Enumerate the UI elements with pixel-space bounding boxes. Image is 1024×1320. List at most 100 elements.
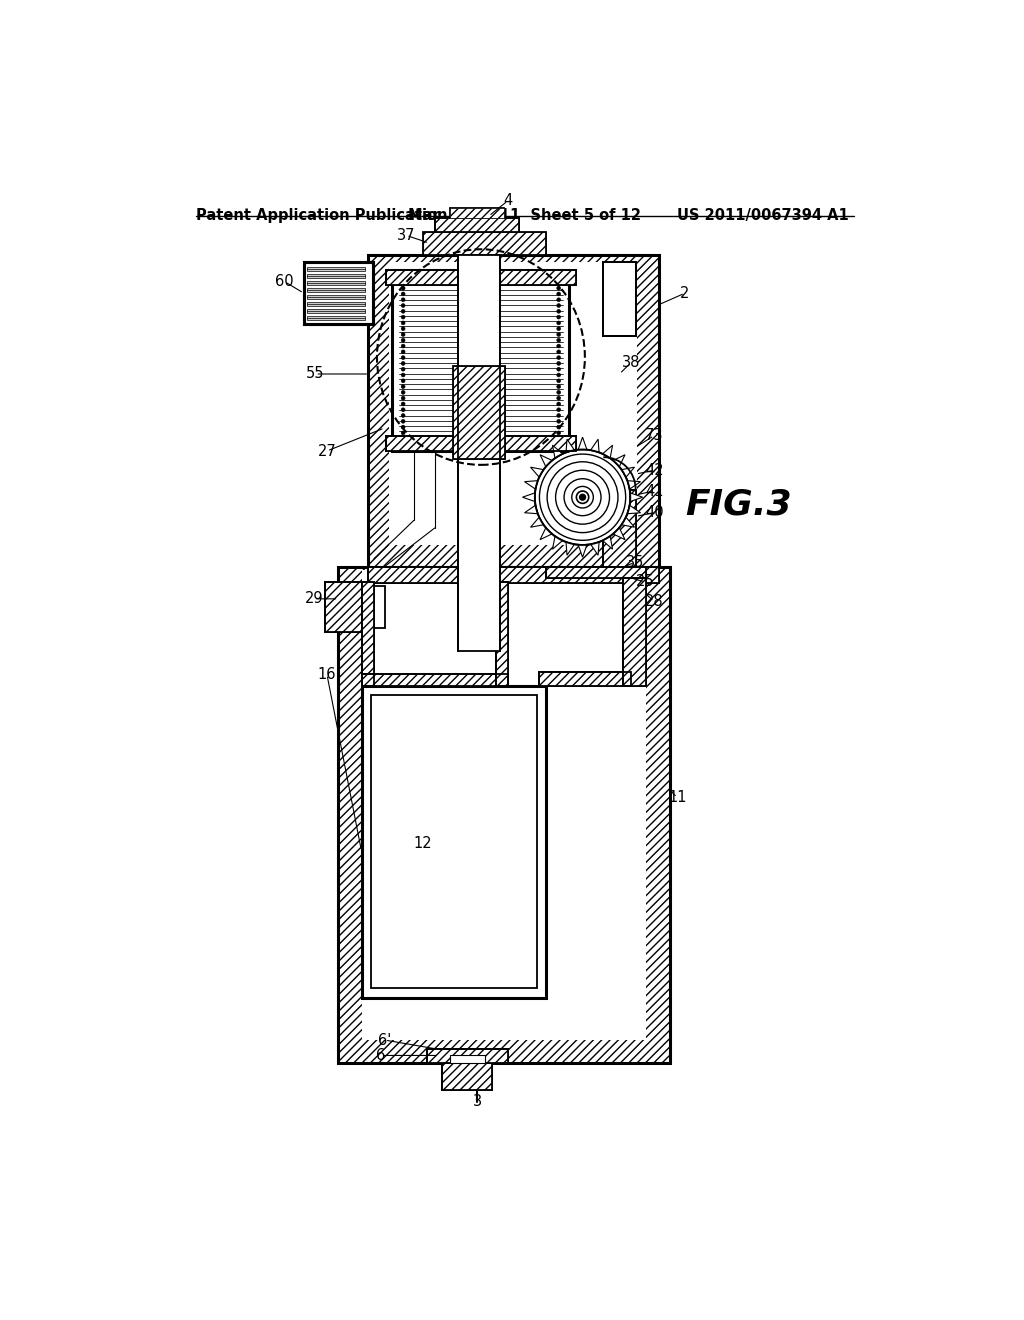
Circle shape: [401, 355, 406, 359]
Bar: [454, 367, 505, 459]
Bar: [624, 578, 646, 686]
Bar: [307, 309, 365, 313]
Bar: [539, 672, 631, 686]
Bar: [603, 263, 636, 335]
Bar: [392, 271, 569, 451]
Bar: [442, 1063, 493, 1090]
Bar: [386, 271, 575, 285]
Text: 27: 27: [317, 444, 336, 458]
Text: 42: 42: [645, 463, 664, 478]
Bar: [547, 566, 646, 578]
Bar: [361, 673, 508, 686]
Circle shape: [401, 280, 406, 284]
Circle shape: [401, 408, 406, 412]
Bar: [442, 1063, 493, 1090]
Text: 38: 38: [622, 355, 640, 370]
Text: 29: 29: [304, 591, 324, 606]
Circle shape: [557, 430, 560, 434]
Bar: [603, 490, 636, 566]
Text: 6: 6: [376, 1048, 385, 1063]
Circle shape: [557, 327, 560, 330]
Circle shape: [401, 437, 406, 441]
Bar: [361, 582, 374, 686]
Polygon shape: [622, 467, 635, 478]
Polygon shape: [566, 543, 574, 556]
Bar: [603, 263, 636, 335]
Bar: [496, 582, 508, 686]
Bar: [458, 255, 500, 651]
Bar: [386, 271, 575, 285]
Bar: [603, 263, 636, 335]
Polygon shape: [530, 467, 544, 478]
Bar: [423, 231, 547, 255]
Bar: [386, 271, 575, 285]
Bar: [389, 263, 637, 545]
Bar: [304, 263, 373, 323]
Polygon shape: [579, 437, 587, 450]
Bar: [368, 255, 658, 566]
Circle shape: [557, 403, 560, 405]
Bar: [361, 686, 547, 998]
Circle shape: [557, 437, 560, 441]
Bar: [435, 218, 519, 231]
Polygon shape: [591, 543, 599, 556]
Circle shape: [401, 338, 406, 342]
Polygon shape: [540, 454, 552, 467]
Bar: [624, 578, 646, 686]
Bar: [361, 582, 374, 686]
Bar: [307, 302, 365, 306]
Circle shape: [557, 304, 560, 308]
Polygon shape: [613, 528, 625, 540]
Bar: [603, 490, 636, 566]
Text: 37: 37: [397, 228, 416, 243]
Bar: [427, 1049, 508, 1063]
Text: 55: 55: [306, 367, 325, 381]
Circle shape: [557, 396, 560, 400]
Circle shape: [557, 425, 560, 429]
Text: 28: 28: [645, 594, 664, 609]
Circle shape: [557, 309, 560, 313]
Circle shape: [401, 304, 406, 308]
Polygon shape: [566, 440, 574, 453]
Polygon shape: [524, 506, 538, 513]
Text: 35: 35: [626, 556, 644, 570]
Bar: [339, 566, 670, 1063]
Bar: [304, 263, 373, 323]
Circle shape: [401, 286, 406, 290]
Circle shape: [557, 384, 560, 388]
Circle shape: [557, 391, 560, 395]
Text: 16: 16: [317, 667, 336, 682]
Circle shape: [557, 286, 560, 290]
Bar: [307, 275, 365, 279]
Bar: [371, 696, 538, 989]
Circle shape: [557, 355, 560, 359]
Polygon shape: [553, 445, 562, 458]
Bar: [427, 1049, 508, 1063]
Circle shape: [557, 315, 560, 319]
Text: 25: 25: [636, 574, 654, 590]
Circle shape: [401, 420, 406, 424]
Circle shape: [401, 321, 406, 325]
Text: 73: 73: [645, 428, 664, 444]
Bar: [368, 566, 658, 583]
Bar: [386, 436, 575, 451]
Polygon shape: [553, 536, 562, 549]
Bar: [451, 209, 504, 218]
Bar: [307, 288, 365, 292]
Bar: [361, 673, 508, 686]
Polygon shape: [628, 480, 641, 490]
Bar: [603, 263, 636, 335]
Bar: [339, 566, 670, 1063]
Circle shape: [557, 333, 560, 337]
Bar: [307, 317, 365, 321]
Bar: [386, 436, 575, 451]
Polygon shape: [602, 445, 612, 458]
Bar: [547, 566, 646, 578]
Text: 3: 3: [472, 1094, 481, 1109]
Circle shape: [401, 345, 406, 348]
Circle shape: [401, 292, 406, 296]
Bar: [603, 490, 636, 566]
Circle shape: [580, 494, 586, 500]
Circle shape: [557, 321, 560, 325]
Text: FIG.3: FIG.3: [685, 488, 793, 521]
